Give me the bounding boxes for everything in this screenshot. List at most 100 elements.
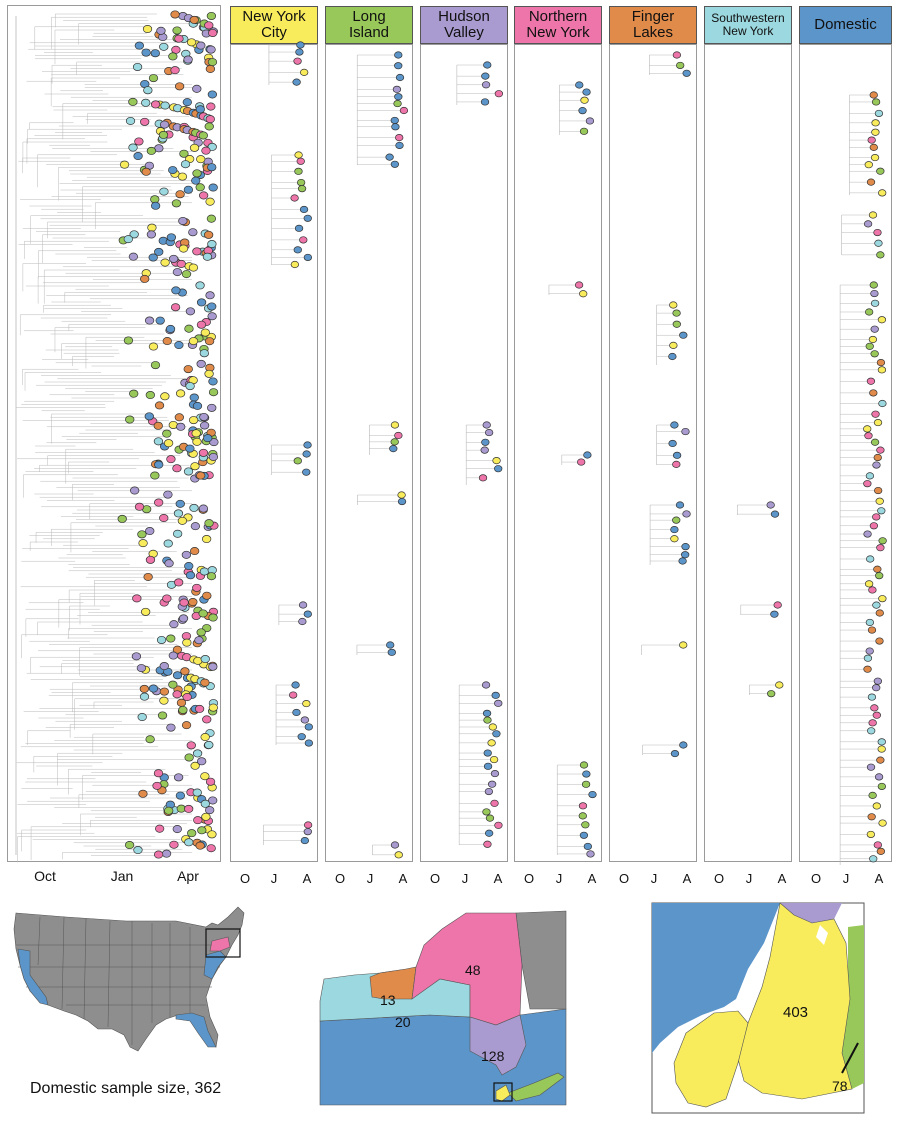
header-line: Valley	[444, 24, 484, 41]
sample-dot	[125, 415, 135, 424]
sample-dot	[202, 591, 212, 600]
sample-dot	[132, 594, 142, 603]
sample-dot	[295, 48, 304, 56]
subtree-finger-lakes	[641, 51, 691, 758]
sample-dot	[199, 191, 209, 200]
sample-dot	[196, 298, 207, 307]
header-line: New York	[242, 8, 306, 26]
tick-j: J	[366, 871, 374, 886]
sample-dot	[159, 120, 170, 129]
sample-dot	[877, 366, 887, 374]
sample-dot	[863, 530, 872, 538]
sample-dot	[868, 719, 877, 727]
x-tick-oct: Oct	[34, 868, 56, 884]
sample-dot	[868, 211, 878, 219]
header-line: Hudson	[438, 8, 490, 26]
sample-dot	[870, 299, 880, 307]
sample-dot	[873, 419, 883, 427]
sample-dot	[145, 735, 155, 744]
sample-dot	[205, 197, 215, 206]
sample-dot	[299, 236, 308, 244]
sample-dot	[387, 648, 396, 656]
sample-dot	[878, 189, 887, 197]
sample-dot	[866, 763, 876, 771]
sample-dot	[864, 432, 873, 440]
sample-dot	[681, 543, 690, 551]
plot-northern-new-york	[514, 44, 602, 862]
sample-dot	[162, 337, 172, 346]
sample-dot	[868, 791, 877, 799]
sample-dot	[207, 58, 218, 67]
sample-dot	[208, 452, 219, 461]
sample-dot	[143, 572, 153, 581]
sample-dot	[872, 513, 881, 521]
sample-dot	[190, 462, 200, 471]
sample-dot	[300, 716, 309, 724]
sample-dot	[575, 81, 584, 89]
sample-dot	[153, 421, 163, 430]
sample-dot	[188, 598, 198, 607]
sample-dot	[478, 474, 488, 482]
sample-dot	[481, 81, 491, 89]
sample-dot	[188, 228, 198, 237]
sample-dot	[140, 117, 150, 126]
sample-dot	[390, 421, 400, 429]
header-line: Long	[352, 8, 386, 26]
sample-dot	[867, 136, 876, 144]
plot-finger-lakes	[609, 44, 697, 862]
sample-dot	[870, 325, 879, 333]
tick-o: O	[618, 871, 630, 886]
sample-dot	[171, 286, 181, 295]
sample-dot	[199, 349, 209, 358]
sample-dot	[129, 389, 139, 398]
sample-dot	[681, 427, 690, 436]
sample-dot	[865, 342, 874, 350]
sample-dot	[385, 153, 394, 161]
sample-dot	[186, 38, 197, 47]
sample-dot	[181, 550, 192, 559]
sample-dot	[294, 167, 303, 175]
sample-dot	[192, 437, 202, 446]
sample-dot	[192, 84, 202, 93]
subtree-southwestern-new-york	[736, 501, 784, 698]
sample-dot	[183, 467, 194, 476]
count-hudson-valley: 128	[481, 1048, 505, 1064]
sample-dot	[773, 601, 782, 609]
sample-dot	[579, 127, 589, 135]
sample-dot	[293, 457, 302, 465]
sample-dot	[481, 681, 491, 689]
sample-dot	[483, 749, 492, 757]
sample-dot	[163, 490, 173, 499]
sample-dot	[864, 580, 874, 588]
sample-dot	[176, 259, 186, 268]
sample-dot	[141, 98, 151, 107]
header-domestic: Domestic	[799, 6, 892, 44]
sample-dot	[492, 457, 501, 465]
count-finger-lakes: 13	[380, 992, 396, 1008]
sample-dot	[672, 451, 682, 459]
sample-dot	[303, 441, 312, 449]
main-tree-panel	[7, 5, 221, 863]
sample-dot	[670, 750, 680, 758]
sample-dot	[480, 446, 489, 454]
sample-dot	[190, 522, 201, 531]
sample-dot	[870, 350, 879, 358]
sample-dot	[204, 21, 214, 30]
sample-dot	[173, 509, 184, 518]
sample-dot	[394, 51, 403, 59]
sample-dot	[578, 802, 588, 810]
sample-dot	[166, 723, 176, 732]
plot-long-island	[325, 44, 413, 862]
sample-dot	[390, 116, 399, 124]
sample-dot	[189, 15, 199, 24]
sample-dot	[150, 100, 161, 109]
sample-dot	[874, 773, 884, 781]
sample-dot	[174, 82, 185, 91]
sample-dot	[672, 309, 681, 317]
sample-dot	[199, 421, 210, 430]
sample-dot	[207, 312, 217, 321]
tick-a: A	[777, 871, 787, 886]
sample-dot	[148, 253, 158, 262]
sample-dot	[142, 24, 153, 34]
sample-dot	[207, 163, 217, 172]
